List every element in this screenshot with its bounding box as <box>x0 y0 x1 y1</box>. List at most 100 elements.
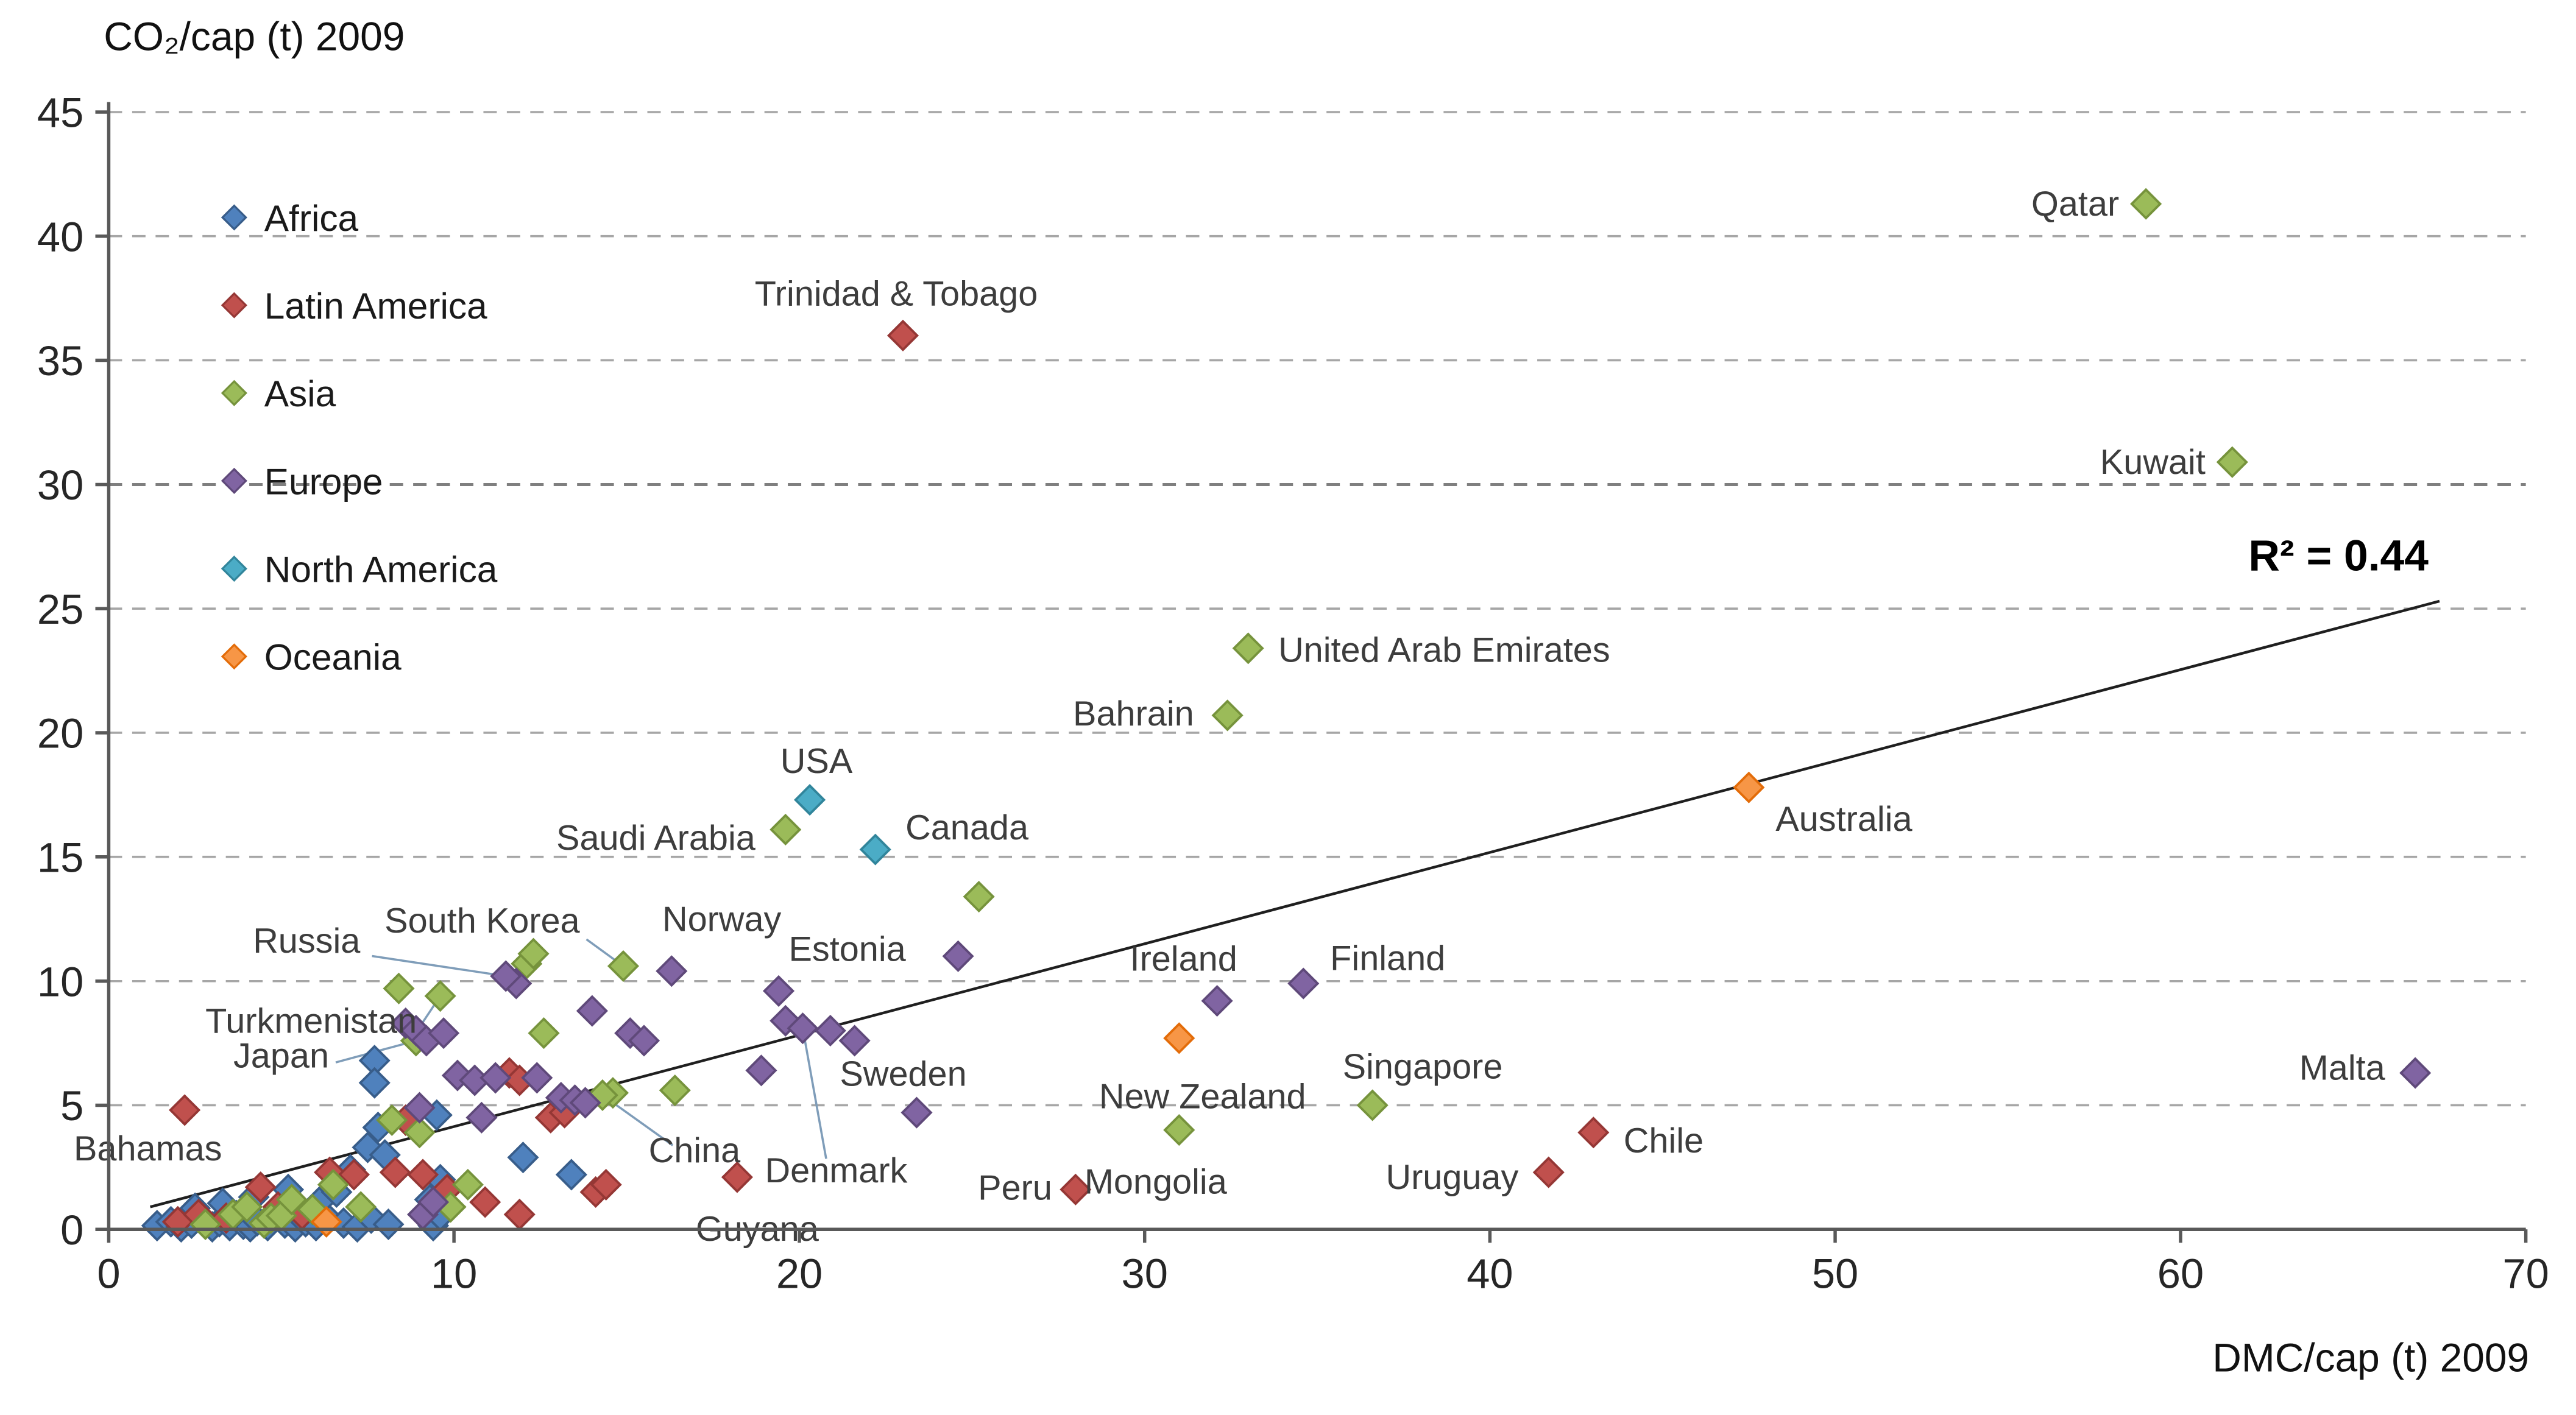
x-tick-label-20: 20 <box>776 1250 823 1297</box>
data-point-singapore <box>1356 1089 1389 1121</box>
data-point-asia <box>383 972 415 1004</box>
data-point-russia <box>490 960 522 992</box>
data-point-europe <box>745 1054 777 1087</box>
data-point-asia <box>189 1208 222 1241</box>
data-point-chile <box>1577 1117 1610 1149</box>
y-tick-label-15: 15 <box>37 834 83 881</box>
country-label-uruguay: Uruguay <box>1385 1158 1518 1197</box>
legend-label-latin-america: Latin America <box>264 285 487 326</box>
legend-item-oceania: Oceania <box>221 637 402 678</box>
country-label-malta: Malta <box>2299 1048 2386 1087</box>
data-point-ireland <box>1201 985 1233 1017</box>
data-point-guyana <box>721 1161 753 1193</box>
country-label-singapore: Singapore <box>1343 1048 1503 1087</box>
data-points <box>141 188 2432 1243</box>
data-point-turkmenistan <box>424 980 456 1012</box>
data-point-latin-america <box>469 1186 501 1218</box>
data-point-australia <box>1733 771 1765 803</box>
data-point-asia <box>275 1184 308 1216</box>
x-tick-label-70: 70 <box>2502 1250 2549 1297</box>
country-label-turkmenistan: Turkmenistan <box>205 1002 417 1041</box>
data-point-new-zealand <box>1163 1022 1195 1054</box>
country-label-bahrain: Bahrain <box>1073 694 1194 733</box>
data-point-asia <box>345 1191 377 1223</box>
data-point-europe <box>417 1186 450 1218</box>
oceania-legend-diamond-icon <box>221 643 247 670</box>
data-point-kuwait <box>2216 446 2248 478</box>
y-tick-label-10: 10 <box>37 958 83 1005</box>
axes: 0 10 20 30 40 50 60 70 0 5 10 15 20 25 30 35 40 45 <box>37 90 2549 1297</box>
country-label-saudi-arabia: Saudi Arabia <box>556 819 756 858</box>
country-label-china: China <box>649 1131 741 1170</box>
legend-label-europe: Europe <box>264 460 383 502</box>
data-point-usa <box>794 784 826 816</box>
legend-item-asia: Asia <box>221 373 336 414</box>
legend: Africa Latin America Asia Europe North Ameri… <box>221 197 498 678</box>
data-point-asia <box>231 1191 263 1223</box>
data-point-latin-america <box>379 1156 411 1188</box>
data-point-europe <box>569 1087 601 1119</box>
latin-america-legend-diamond-icon <box>221 292 247 319</box>
asia-legend-diamond-icon <box>221 379 247 406</box>
data-point-sweden <box>901 1096 933 1129</box>
y-tick-label-45: 45 <box>37 90 83 136</box>
r-squared-annotation: R² = 0.44 <box>2248 531 2429 580</box>
data-point-norway <box>656 955 688 987</box>
data-point-europe <box>628 1025 660 1057</box>
data-point-europe <box>942 940 974 972</box>
legend-label-oceania: Oceania <box>264 637 402 678</box>
data-point-uruguay <box>1532 1156 1565 1188</box>
data-point-asia <box>517 937 550 970</box>
data-point-united-arab-emirates <box>1232 632 1264 665</box>
leader-lines <box>335 938 827 1159</box>
data-point-europe <box>814 1014 846 1047</box>
country-label-new-zealand: New Zealand <box>1099 1078 1306 1117</box>
country-label-japan: Japan <box>233 1036 329 1075</box>
data-point-europe <box>576 995 608 1027</box>
data-point-asia <box>403 1117 436 1149</box>
data-point-latin-america <box>338 1159 370 1191</box>
data-point-europe <box>521 1062 553 1094</box>
data-point-africa <box>507 1142 539 1174</box>
country-label-trinidad-tobago: Trinidad & Tobago <box>755 274 1038 313</box>
x-tick-label-30: 30 <box>1122 1250 1168 1297</box>
data-point-africa <box>372 1208 405 1241</box>
data-point-asia <box>317 1168 349 1201</box>
leader-line-russia <box>372 955 506 978</box>
country-label-bahamas: Bahamas <box>74 1129 222 1168</box>
x-tick-label-10: 10 <box>431 1250 477 1297</box>
country-label-united-arab-emirates: United Arab Emirates <box>1278 630 1610 669</box>
data-point-finland <box>1287 967 1320 1000</box>
data-point-peru <box>1060 1173 1092 1205</box>
data-point-asia <box>528 1017 560 1050</box>
data-point-denmark <box>787 1012 819 1045</box>
data-point-latin-america <box>590 1168 622 1201</box>
country-label-denmark: Denmark <box>765 1151 908 1190</box>
country-label-estonia: Estonia <box>788 930 906 969</box>
y-tick-label-20: 20 <box>37 710 83 757</box>
data-point-africa <box>555 1159 587 1191</box>
data-point-bahamas <box>169 1094 201 1126</box>
country-label-russia: Russia <box>253 922 361 961</box>
data-point-latin-america <box>244 1171 277 1204</box>
country-label-chile: Chile <box>1624 1121 1704 1160</box>
y-tick-label-5: 5 <box>60 1082 83 1129</box>
trendline-layer <box>149 599 2440 1209</box>
country-label-australia: Australia <box>1775 800 1913 839</box>
country-label-peru: Peru <box>978 1168 1052 1207</box>
data-point-saudi-arabia <box>770 813 802 846</box>
country-label-finland: Finland <box>1330 939 1445 978</box>
data-point-europe <box>403 1092 436 1124</box>
data-point-asia <box>376 1104 408 1136</box>
europe-legend-diamond-icon <box>221 467 247 494</box>
country-label-kuwait: Kuwait <box>2100 443 2206 482</box>
data-point-latin-america <box>406 1159 439 1191</box>
legend-item-africa: Africa <box>221 197 359 239</box>
data-point-trinidad-tobago <box>886 319 919 351</box>
y-tick-label-25: 25 <box>37 586 83 633</box>
legend-label-asia: Asia <box>264 373 336 414</box>
data-point-mongolia <box>1163 1114 1195 1146</box>
leader-line-denmark <box>801 1028 827 1159</box>
